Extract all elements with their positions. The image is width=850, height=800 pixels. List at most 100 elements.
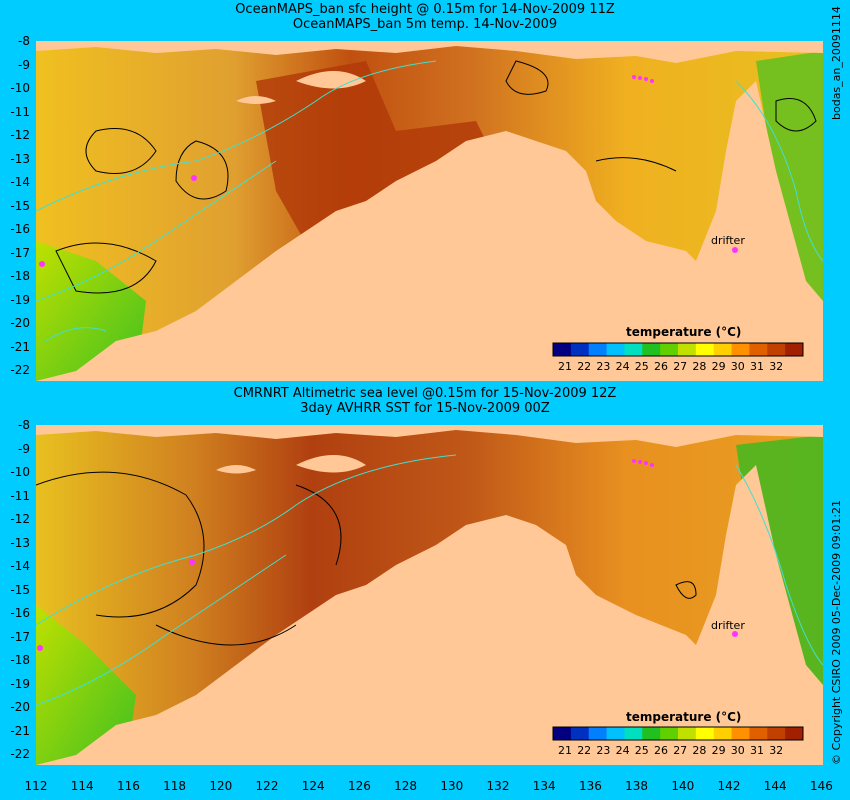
colorbar-tick-label: 29: [712, 360, 726, 373]
colorbar-swatch: [713, 727, 733, 740]
lon-label: 114: [70, 779, 94, 793]
panel2-title-line1: CMRNRT Altimetric sea level @0.15m for 1…: [233, 386, 617, 401]
panel2-lat-label: -10: [10, 465, 30, 479]
panel1-side-label: bodas_an_20091114: [830, 6, 843, 120]
lon-label: 116: [116, 779, 140, 793]
lon-label: 118: [163, 779, 187, 793]
colorbar-swatch: [553, 343, 572, 356]
panel2-lat-label: -14: [10, 559, 30, 573]
panel1-lat-label: -20: [10, 316, 30, 330]
panel2-lat-label: -11: [10, 488, 30, 503]
panel2-lat-label: -20: [10, 700, 30, 714]
panel2-legend-title: temperature (°C): [626, 710, 742, 724]
colorbar-tick-label: 31: [750, 744, 764, 757]
lon-label: 146: [809, 779, 833, 793]
panel2-sw-green: [36, 605, 136, 765]
colorbar-tick-label: 22: [577, 744, 591, 757]
panel2-lat-label: -12: [10, 512, 30, 526]
colorbar-tick-label: 28: [692, 360, 706, 373]
panel1-lat-label: -19: [10, 292, 30, 307]
lon-label: 120: [209, 779, 233, 793]
colorbar-swatch: [570, 343, 590, 356]
panel1-lat-label: -14: [10, 175, 30, 189]
panel1-lat-label: -18: [10, 269, 30, 283]
colorbar-swatch: [570, 727, 590, 740]
panel2-lat-label: -13: [10, 535, 30, 550]
panel2-lat-label: -19: [10, 676, 30, 691]
panel2-drifter-label: drifter: [711, 619, 745, 632]
lon-label: 136: [578, 779, 602, 793]
panel1-lat-label: -17: [10, 245, 30, 260]
panel2-map: 21 22 23 24 25 26 27 28 29 30 31 32: [36, 425, 823, 765]
panel2-lat-label: -18: [10, 653, 30, 667]
colorbar-tick-label: 25: [635, 360, 649, 373]
panel2-lat-label: -9: [18, 441, 30, 456]
colorbar-tick-label: 27: [673, 744, 687, 757]
colorbar-tick-label: 32: [769, 360, 783, 373]
panel2-land-islands: [36, 425, 823, 447]
panel1-lat-label: -21: [10, 339, 30, 354]
colorbar-swatch: [731, 343, 750, 356]
colorbar-swatch: [749, 727, 768, 740]
lon-label: 112: [24, 779, 48, 793]
colorbar-tick-label: 30: [731, 360, 745, 373]
lon-label: 132: [486, 779, 510, 793]
colorbar-tick-label: 27: [673, 360, 687, 373]
colorbar-swatch: [606, 343, 625, 356]
colorbar-swatch: [642, 343, 661, 356]
colorbar-swatch: [678, 343, 697, 356]
lon-label: 126: [347, 779, 371, 793]
panel2-lat-label: -21: [10, 723, 30, 738]
panel2-land-australia: [36, 465, 823, 765]
panel2-lat-label: -8: [18, 418, 30, 432]
colorbar-tick-label: 26: [654, 360, 668, 373]
colorbar-tick-label: 23: [596, 744, 610, 757]
panel1-lat-label: -11: [10, 104, 30, 119]
colorbar-tick-label: 24: [616, 360, 630, 373]
colorbar-swatch: [749, 343, 768, 356]
panel1-lat-label: -13: [10, 151, 30, 166]
colorbar-swatch: [624, 343, 643, 356]
panel1-map: 21 22 23 24 25 26 27 28 29 30 31 32: [36, 41, 823, 381]
colorbar-swatch: [695, 727, 715, 740]
colorbar-swatch: [588, 343, 608, 356]
panel1-lat-label: -16: [10, 222, 30, 236]
lon-label: 140: [671, 779, 695, 793]
colorbar-tick-label: 30: [731, 744, 745, 757]
panel1-lat-label: -10: [10, 81, 30, 95]
colorbar-swatch: [731, 727, 750, 740]
colorbar-tick-label: 23: [596, 360, 610, 373]
colorbar-swatch: [767, 343, 786, 356]
colorbar-tick-label: 22: [577, 360, 591, 373]
colorbar-swatch: [713, 343, 733, 356]
colorbar-swatch: [767, 727, 786, 740]
panel2-lat-label: -17: [10, 629, 30, 644]
panel1-east-green: [756, 51, 823, 321]
colorbar-tick-label: 29: [712, 744, 726, 757]
colorbar-swatch: [553, 727, 572, 740]
colorbar-tick-label: 28: [692, 744, 706, 757]
panel1-lat-label: -22: [10, 363, 30, 377]
panel2-lat-label: -15: [10, 582, 30, 597]
colorbar-swatch: [588, 727, 608, 740]
colorbar-tick-label: 21: [558, 744, 572, 757]
colorbar-tick-label: 24: [616, 744, 630, 757]
lon-label: 144: [763, 779, 787, 793]
panel2-colorbar: 21 22 23 24 25 26 27 28 29 30 31 32: [552, 726, 804, 757]
colorbar-swatch: [785, 727, 804, 740]
colorbar-frame: [552, 342, 804, 357]
lon-label: 142: [717, 779, 741, 793]
colorbar-swatch: [695, 343, 715, 356]
colorbar-swatch: [624, 727, 643, 740]
panel1-lat-label: -9: [18, 57, 30, 72]
panel2-title-line2: 3day AVHRR SST for 15-Nov-2009 00Z: [300, 401, 550, 416]
lon-label: 130: [440, 779, 464, 793]
colorbar-swatch: [606, 727, 625, 740]
colorbar-tick-label: 26: [654, 744, 668, 757]
colorbar-tick-label: 21: [558, 360, 572, 373]
panel2-lat-label: -16: [10, 606, 30, 620]
lon-label: 122: [255, 779, 279, 793]
panel1-lat-label: -8: [18, 34, 30, 48]
colorbar-frame: [552, 726, 804, 741]
panel2-side-label: © Copyright CSIRO 2009 05-Dec-2009 09:01…: [830, 499, 843, 765]
